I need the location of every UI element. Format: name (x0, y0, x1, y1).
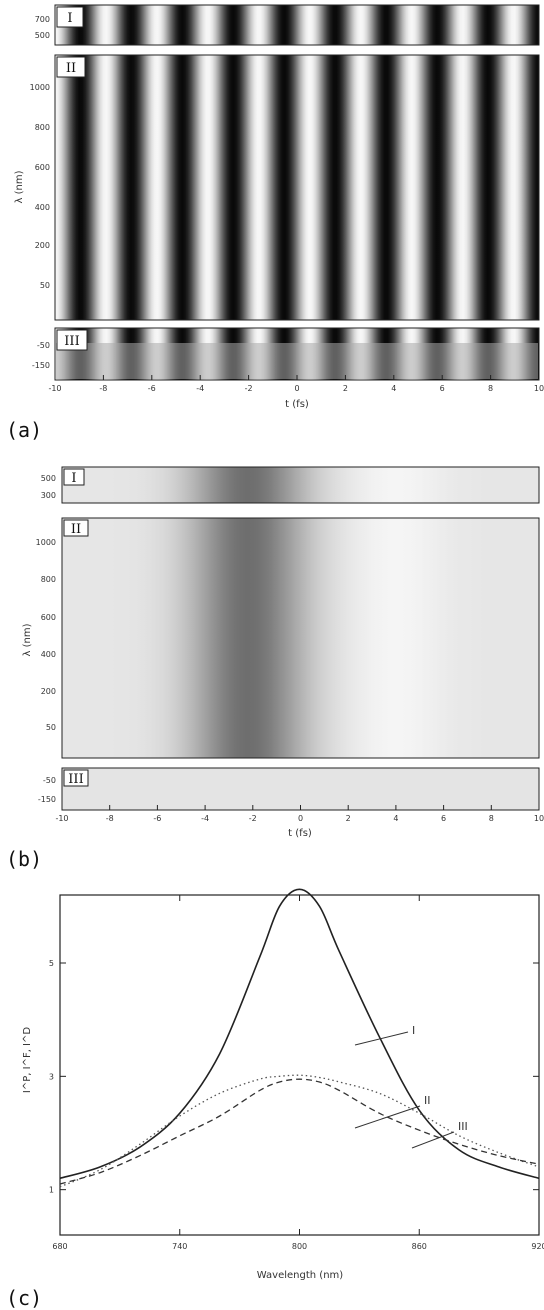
panel-b-strip-I-ytick-1: 300 (41, 491, 56, 500)
panel-a-xtick-label-3: -4 (196, 384, 204, 393)
panel-c-ylabel: I^P, I^F, I^D (22, 1027, 33, 1093)
panel-a-xtick-label-9: 8 (488, 384, 493, 393)
series-II-line (59, 1074, 540, 1188)
panel-a-xtick-label-8: 6 (440, 384, 445, 393)
panel-b-strip-III-ytick-1: -150 (38, 795, 56, 804)
panel-a-xtick-label-5: 0 (294, 384, 299, 393)
panel-a-strip-II-ytick-1: 800 (35, 123, 50, 132)
panel-b-label: (b) (6, 847, 42, 871)
panel-b-x-ticks: -10 -8 -6 -4 -2 0 2 4 6 8 10 (55, 805, 544, 823)
panel-b-strip-I-ytick-0: 500 (41, 474, 56, 483)
panel-b-strip-III-ytick-0: -50 (43, 776, 56, 785)
panel-b-strip-II-ytick-5: 50 (46, 723, 56, 732)
curve-I-label: I (412, 1024, 415, 1037)
panel-b-xlabel: t (fs) (288, 828, 312, 839)
panel-b-xtick-label-2: -6 (153, 814, 161, 823)
panel-b-ylabel: λ (nm) (22, 623, 33, 656)
panel-a-strip-III-ytick-0: -50 (37, 341, 50, 350)
panel-b-strip-I-tag: I (71, 471, 76, 486)
panel-b: I II III 500 300 1000 800 600 400 200 50… (6, 466, 544, 871)
curve-I-leader (354, 1031, 409, 1046)
panel-a-xtick-label-6: 2 (343, 384, 348, 393)
panel-c-xtick-label-4: 920 (531, 1242, 544, 1251)
panel-b-xtick-label-10: 10 (534, 814, 544, 823)
panel-b-strip-I-tagbox (63, 468, 85, 486)
curve-II-label: II (424, 1094, 431, 1107)
panel-c-xtick-label-0: 680 (52, 1242, 67, 1251)
panel-b-strip-III-tag: III (68, 772, 83, 787)
panel-a-strip-I-ytick-0: 700 (35, 15, 50, 24)
panel-a-xtick-label-2: -6 (148, 384, 156, 393)
panel-b-xtick-label-9: 8 (489, 814, 494, 823)
panel-b-strip-I (61, 466, 540, 504)
panel-b-strip-II-ytick-3: 400 (41, 650, 56, 659)
panel-b-strip-III (61, 767, 540, 811)
panel-c-label: (c) (6, 1286, 42, 1310)
panel-b-xtick-label-4: -2 (249, 814, 257, 823)
panel-c: 680 740 800 860 920 1 3 5 I II III I^P, I^F, I^… (6, 888, 544, 1310)
panel-c-xtick-label-3: 860 (412, 1242, 427, 1251)
panel-a-strip-II-tag: II (66, 61, 76, 76)
panel-a-strip-I (54, 4, 540, 46)
panel-b-strip-II-ytick-4: 200 (41, 687, 56, 696)
panel-a-strip-III-tagbox (56, 329, 88, 351)
curve-II-leader (354, 1105, 421, 1129)
panel-b-strip-II-tagbox (63, 519, 89, 537)
panel-b-strip-II-tag: II (71, 522, 81, 537)
panel-a-strip-I-ytick-1: 500 (35, 31, 50, 40)
panel-a-strip-II-ytick-2: 600 (35, 163, 50, 172)
panel-a-xtick-label-1: -8 (99, 384, 107, 393)
panel-a-x-ticks: -10 -8 -6 -4 -2 0 2 4 6 8 10 (48, 375, 544, 393)
panel-a-xtick-label-4: -2 (245, 384, 253, 393)
panel-c-curve-labels: I II III (354, 1024, 468, 1149)
panel-c-xtick-label-2: 800 (292, 1242, 307, 1251)
panel-b-strip-II-ytick-1: 800 (41, 575, 56, 584)
panel-b-xtick-label-8: 6 (441, 814, 446, 823)
panel-c-plot-frame (59, 894, 540, 1236)
panel-a-xlabel: t (fs) (285, 399, 309, 410)
panel-a-xtick-label-10: 10 (534, 384, 544, 393)
panel-a-strip-II-ytick-3: 400 (35, 203, 50, 212)
curve-III-leader (411, 1131, 455, 1149)
panel-a-strip-III-tag: III (64, 334, 79, 349)
panel-c-ytick-label-0: 1 (49, 1186, 54, 1195)
panel-b-xtick-label-5: 0 (298, 814, 303, 823)
panel-c-ytick-label-1: 3 (49, 1072, 54, 1081)
panel-b-xtick-label-0: -10 (55, 814, 68, 823)
panel-a-strip-I-tagbox (56, 6, 84, 28)
panel-a-strip-II-tagbox (56, 56, 86, 78)
panel-c-xlabel: Wavelength (nm) (257, 1270, 343, 1281)
panel-a-ylabel: λ (nm) (14, 170, 25, 203)
panel-c-series (59, 888, 540, 1188)
panel-b-xtick-label-3: -4 (201, 814, 209, 823)
panel-b-strip-II-ytick-0: 1000 (36, 538, 56, 547)
series-I-line (59, 888, 540, 1180)
panel-b-strip-II (61, 517, 540, 759)
panel-a-xtick-label-7: 4 (391, 384, 396, 393)
panel-a-strip-II-ytick-0: 1000 (30, 83, 50, 92)
panel-c-ytick-label-2: 5 (49, 959, 54, 968)
panel-a-strip-II-ytick-5: 50 (40, 281, 50, 290)
panel-a-strip-III-ytick-1: -150 (32, 361, 50, 370)
panel-a-label: (a) (6, 418, 42, 442)
panel-a-strip-II-ytick-4: 200 (35, 241, 50, 250)
panel-a-strip-I-tag: I (67, 11, 72, 26)
panel-a-strip-II (54, 54, 540, 321)
panel-b-strip-III-tagbox (63, 769, 89, 787)
panel-c-xtick-label-1: 740 (172, 1242, 187, 1251)
panel-a: I II III 700 500 1000 800 600 400 200 50… (6, 4, 544, 442)
panel-b-strip-II-ytick-2: 600 (41, 613, 56, 622)
series-III-line (59, 1078, 540, 1185)
panel-b-xtick-label-6: 2 (346, 814, 351, 823)
panel-a-strip-III-shade (56, 343, 538, 379)
panel-b-xtick-label-7: 4 (393, 814, 398, 823)
panel-c-axes: 680 740 800 860 920 1 3 5 (49, 895, 544, 1251)
panel-b-xtick-label-1: -8 (106, 814, 114, 823)
curve-III-label: III (458, 1120, 468, 1133)
panel-a-xtick-label-0: -10 (48, 384, 61, 393)
